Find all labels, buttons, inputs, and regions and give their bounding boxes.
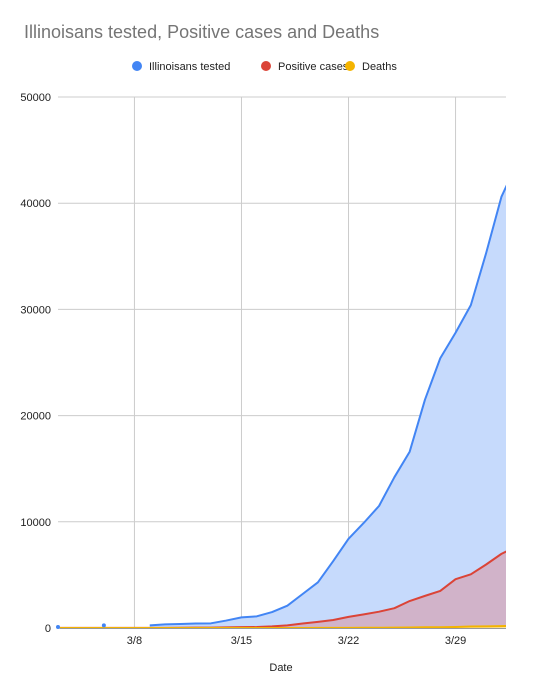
legend-label-tested: Illinoisans tested xyxy=(149,61,230,73)
legend-item-tested[interactable]: Illinoisans tested xyxy=(132,61,230,73)
x-tick-label: 3/29 xyxy=(445,635,466,647)
y-tick-label: 0 xyxy=(45,623,51,635)
x-tick-label: 3/22 xyxy=(338,635,359,647)
legend-swatch-positive xyxy=(261,61,271,71)
legend-item-deaths[interactable]: Deaths xyxy=(345,61,397,73)
legend: Illinoisans tested Positive cases Deaths xyxy=(132,61,397,73)
y-axis-ticks: 0 10000 20000 30000 40000 50000 xyxy=(20,92,51,635)
line-tested[interactable] xyxy=(149,164,517,627)
series-lines xyxy=(58,164,517,628)
y-tick-label: 30000 xyxy=(20,304,51,316)
x-axis-ticks: 3/8 3/15 3/22 3/29 xyxy=(127,635,466,647)
legend-swatch-tested xyxy=(132,61,142,71)
y-tick-label: 50000 xyxy=(20,92,51,104)
y-tick-label: 40000 xyxy=(20,198,51,210)
legend-swatch-deaths xyxy=(345,61,355,71)
point-tested[interactable] xyxy=(56,624,60,629)
area-deaths xyxy=(58,626,506,628)
legend-label-positive: Positive cases xyxy=(278,61,349,73)
point-tested[interactable] xyxy=(101,623,106,628)
series-points xyxy=(56,623,106,629)
y-tick-label: 10000 xyxy=(20,517,51,529)
y-tick-label: 20000 xyxy=(20,411,51,423)
line-deaths[interactable] xyxy=(58,625,517,628)
x-axis-title: Date xyxy=(269,662,292,674)
series-areas xyxy=(58,186,506,628)
area-tested xyxy=(149,186,506,628)
x-tick-label: 3/15 xyxy=(231,635,252,647)
chart-title: Illinoisans tested, Positive cases and D… xyxy=(24,22,379,42)
legend-label-deaths: Deaths xyxy=(362,61,397,73)
x-tick-label: 3/8 xyxy=(127,635,142,647)
legend-item-positive[interactable]: Positive cases xyxy=(261,61,349,73)
